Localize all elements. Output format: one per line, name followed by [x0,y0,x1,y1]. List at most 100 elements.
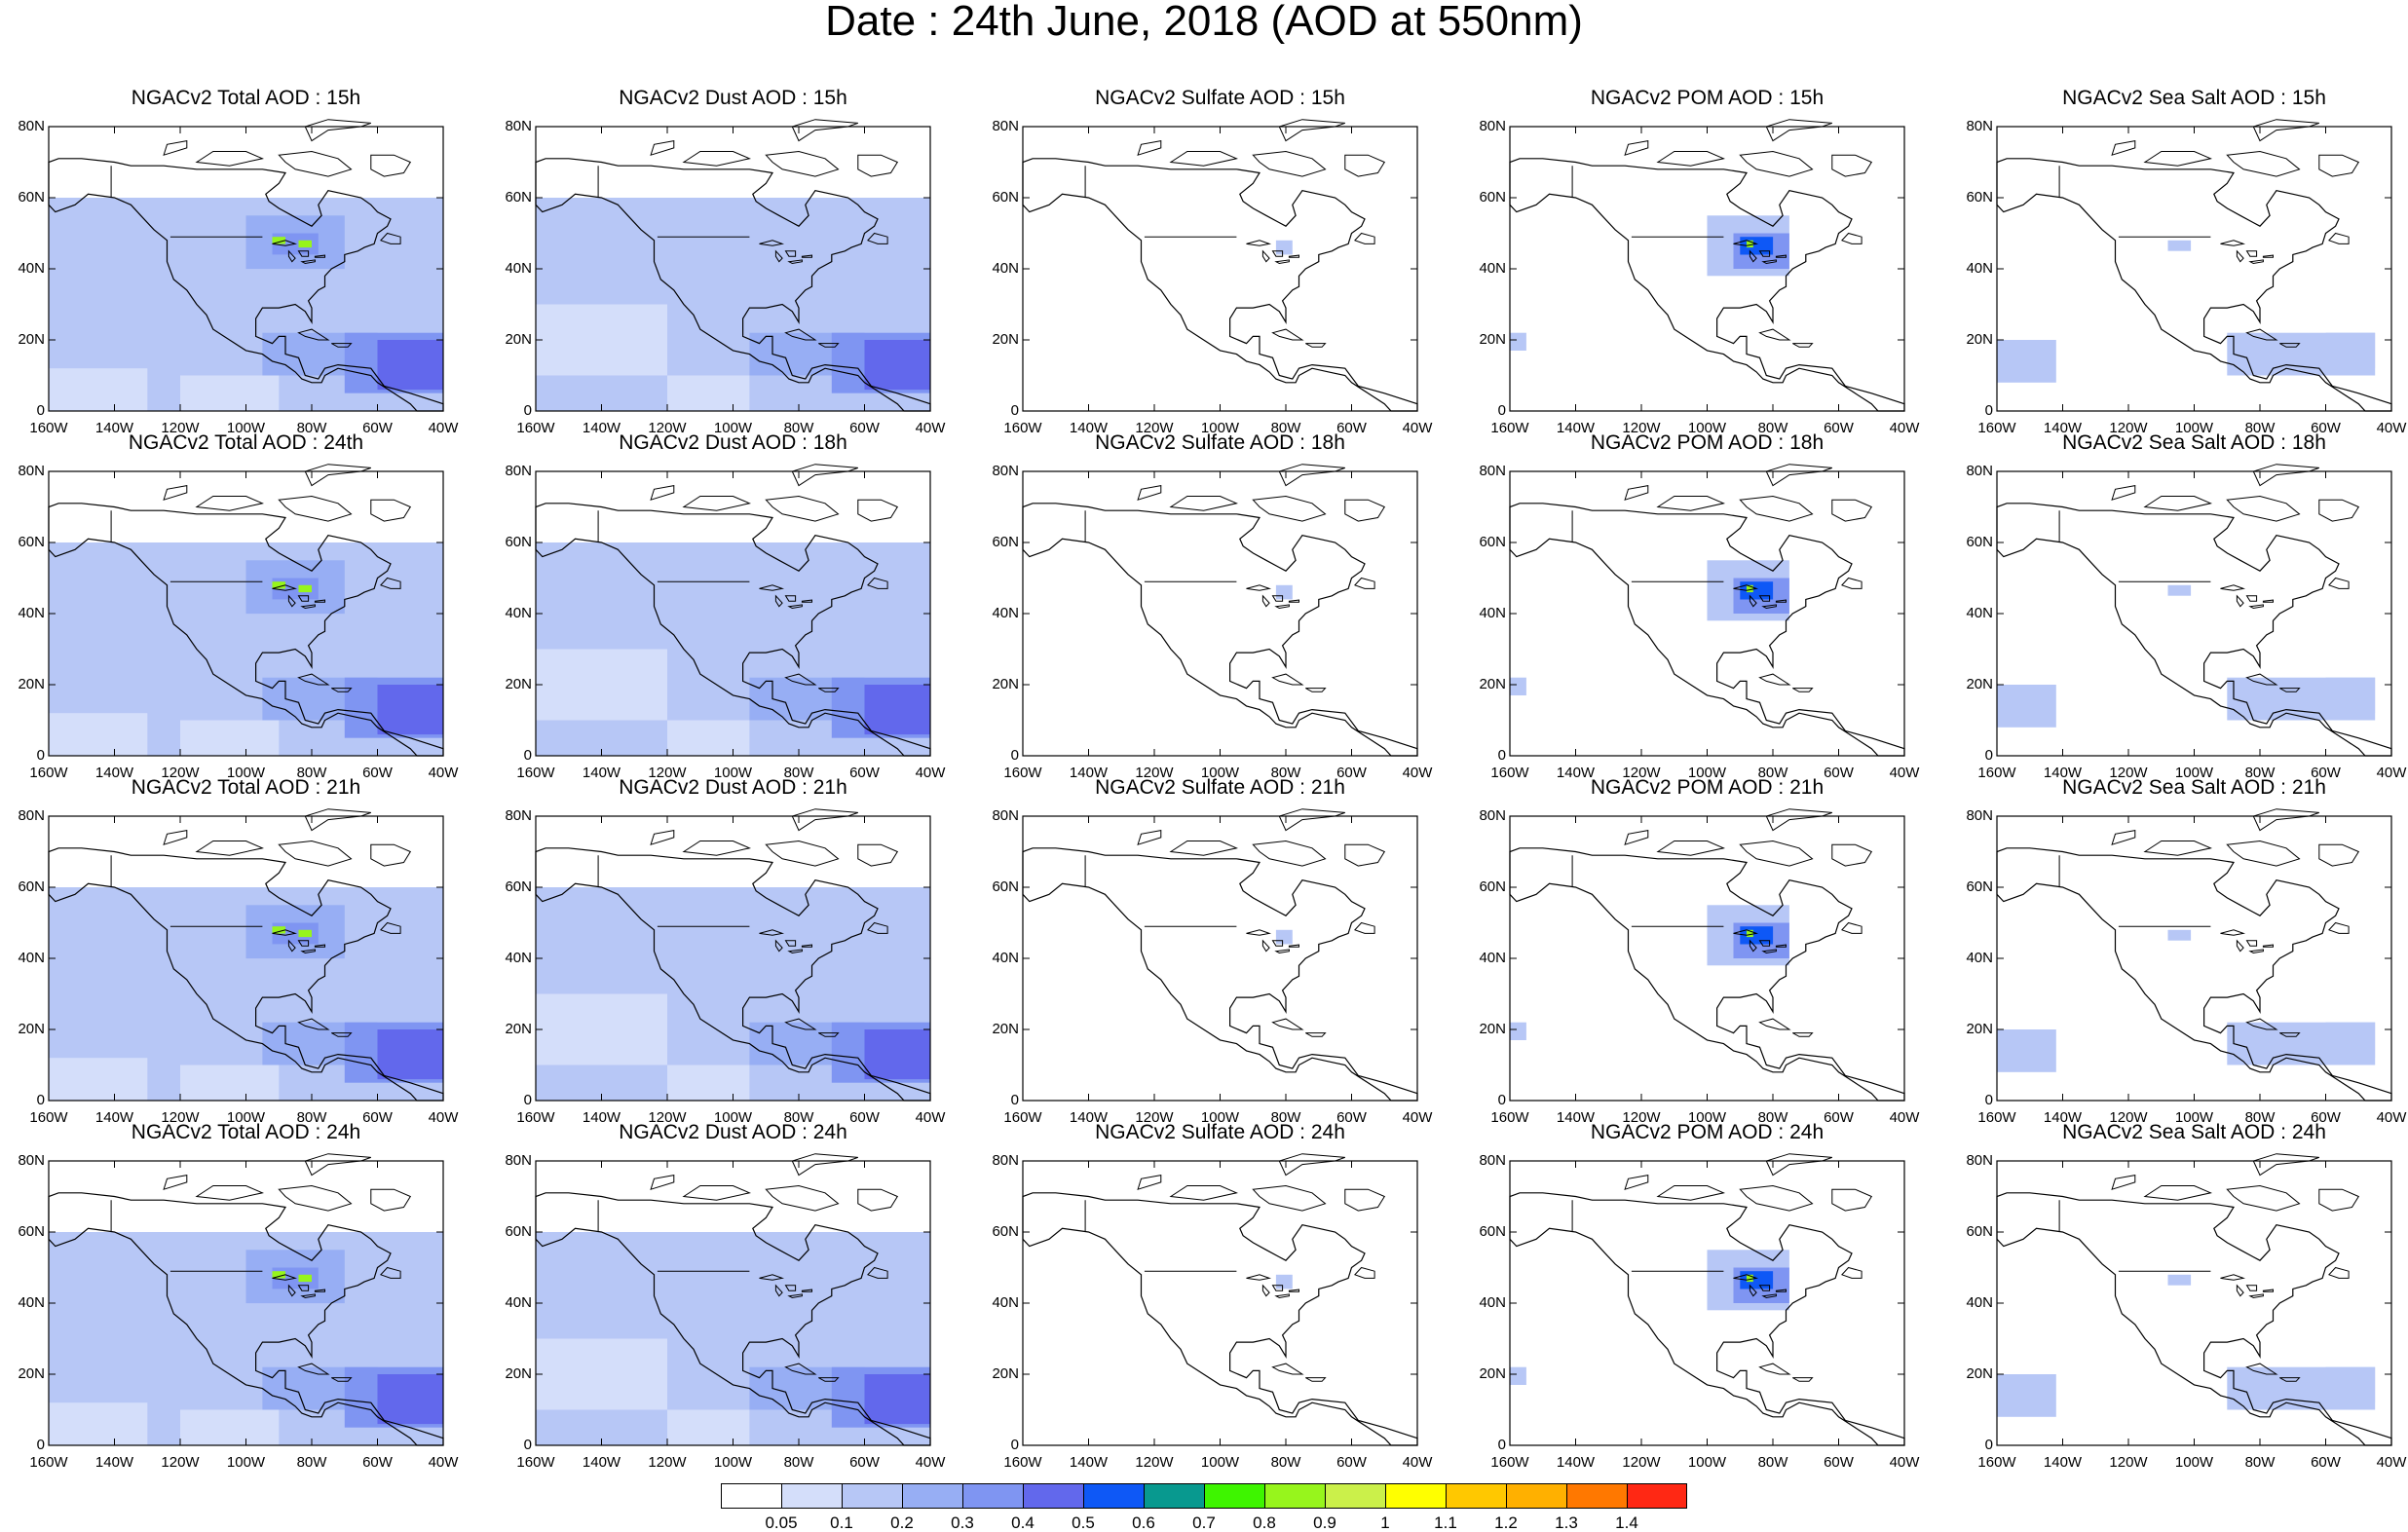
lake-outline [787,1293,803,1299]
lat-tick-label: 20N [1966,1021,1993,1037]
lat-tick-label: 60N [992,878,1019,895]
aod-cell [881,694,921,717]
aod-cell [298,929,312,938]
lon-tick-label: 40W [428,1109,459,1126]
lake-outline [2245,250,2258,257]
aod-cell [1510,677,1526,695]
aod-cell [667,1409,750,1445]
lon-tick-label: 120W [1135,420,1174,436]
island-outline [331,1032,353,1037]
lon-tick-label: 140W [1069,1454,1109,1471]
island-outline [1624,830,1649,845]
lake-outline [1749,594,1757,608]
lon-tick-label: 140W [1556,420,1596,436]
lat-tick-label: 20N [1479,1365,1506,1382]
lake-outline [2220,584,2246,591]
lake-outline [1271,595,1284,602]
panel-title: NGACv2 Sulfate AOD : 18h [1095,431,1345,454]
country-border [597,166,750,238]
lake-outline [774,594,783,608]
island-outline [380,1266,401,1279]
lake-outline [1775,254,1787,258]
aod-cell [2167,1274,2192,1286]
lon-tick-label: 40W [1402,420,1433,436]
island-outline [2318,154,2360,177]
lon-tick-label: 80W [1757,765,1788,781]
lon-tick-label: 60W [1824,420,1854,436]
colorbar-swatch [721,1483,781,1509]
lake-outline [1246,584,1272,591]
lon-tick-label: 100W [1687,420,1727,436]
lon-tick-label: 140W [94,1109,134,1126]
lat-tick-label: 80N [505,807,532,824]
island-outline [857,154,899,177]
colorbar-label: 0.4 [1011,1513,1035,1532]
island-outline [1758,673,1791,686]
lon-tick-label: 160W [1977,420,2016,436]
lake-outline [774,939,783,953]
coastline [535,847,931,1102]
island-outline [2318,499,2360,522]
lon-tick-label: 120W [648,765,687,781]
panel-title: NGACv2 POM AOD : 24h [1590,1121,1825,1143]
aod-cell [298,240,312,248]
island-outline [1278,464,1345,487]
lon-tick-label: 160W [1003,1454,1042,1471]
lon-tick-label: 80W [783,765,814,781]
island-outline [163,1175,188,1190]
island-outline [1344,1188,1386,1212]
colorbar-label: 0.9 [1313,1513,1336,1532]
island-outline [1252,1184,1327,1212]
lake-outline [1749,939,1757,953]
panel-title: NGACv2 Total AOD : 24th [128,431,364,454]
island-outline [1354,1266,1375,1279]
map-panel: NGACv2 POM AOD : 24h 80N 60N 40N 20N 0 160W 140… [1461,1120,1929,1471]
island-outline [1656,496,1726,511]
island-outline [1305,1377,1327,1382]
lat-tick-label: 40N [992,950,1019,966]
colorbar-swatch [1325,1483,1385,1509]
lat-tick-label: 80N [1479,118,1506,134]
lake-outline [787,949,803,954]
lake-outline [2245,940,2258,947]
country-border [1571,510,1724,582]
lat-tick-label: 40N [18,260,45,277]
lake-outline [287,594,296,608]
colorbar-label: 1.4 [1615,1513,1638,1532]
lon-tick-label: 40W [1889,1454,1920,1471]
island-outline [195,841,265,856]
lon-tick-label: 160W [516,765,555,781]
island-outline [163,830,188,845]
aod-cell [1275,584,1293,600]
lake-outline [2248,259,2264,265]
lat-tick-label: 80N [18,807,45,824]
lon-tick-label: 60W [2311,420,2341,436]
lake-outline [1758,250,1771,257]
panel-title: NGACv2 Sea Salt AOD : 18h [2062,431,2326,454]
island-outline [2245,328,2278,341]
island-outline [1831,1188,1873,1212]
island-outline [1271,673,1304,686]
aod-cell [180,720,280,756]
island-outline [1792,1377,1814,1382]
lon-tick-label: 120W [2109,420,2148,436]
lake-outline [1733,240,1759,246]
lat-tick-label: 40N [1966,950,1993,966]
lon-tick-label: 140W [94,1454,134,1471]
island-outline [2226,840,2301,867]
island-outline [1739,840,1814,867]
colorbar-swatch [1264,1483,1325,1509]
lake-outline [801,944,812,948]
lat-tick-label: 80N [505,1152,532,1169]
lat-tick-label: 60N [1966,534,1993,550]
island-outline [1841,577,1862,589]
coastline [1996,158,2392,412]
lake-outline [2262,944,2274,948]
lon-tick-label: 140W [1556,1109,1596,1126]
aod-cell [1747,1274,1753,1283]
lon-tick-label: 100W [713,765,753,781]
island-outline [791,119,858,142]
island-outline [1739,495,1814,522]
lake-outline [1761,1293,1777,1299]
lon-tick-label: 100W [1687,765,1727,781]
